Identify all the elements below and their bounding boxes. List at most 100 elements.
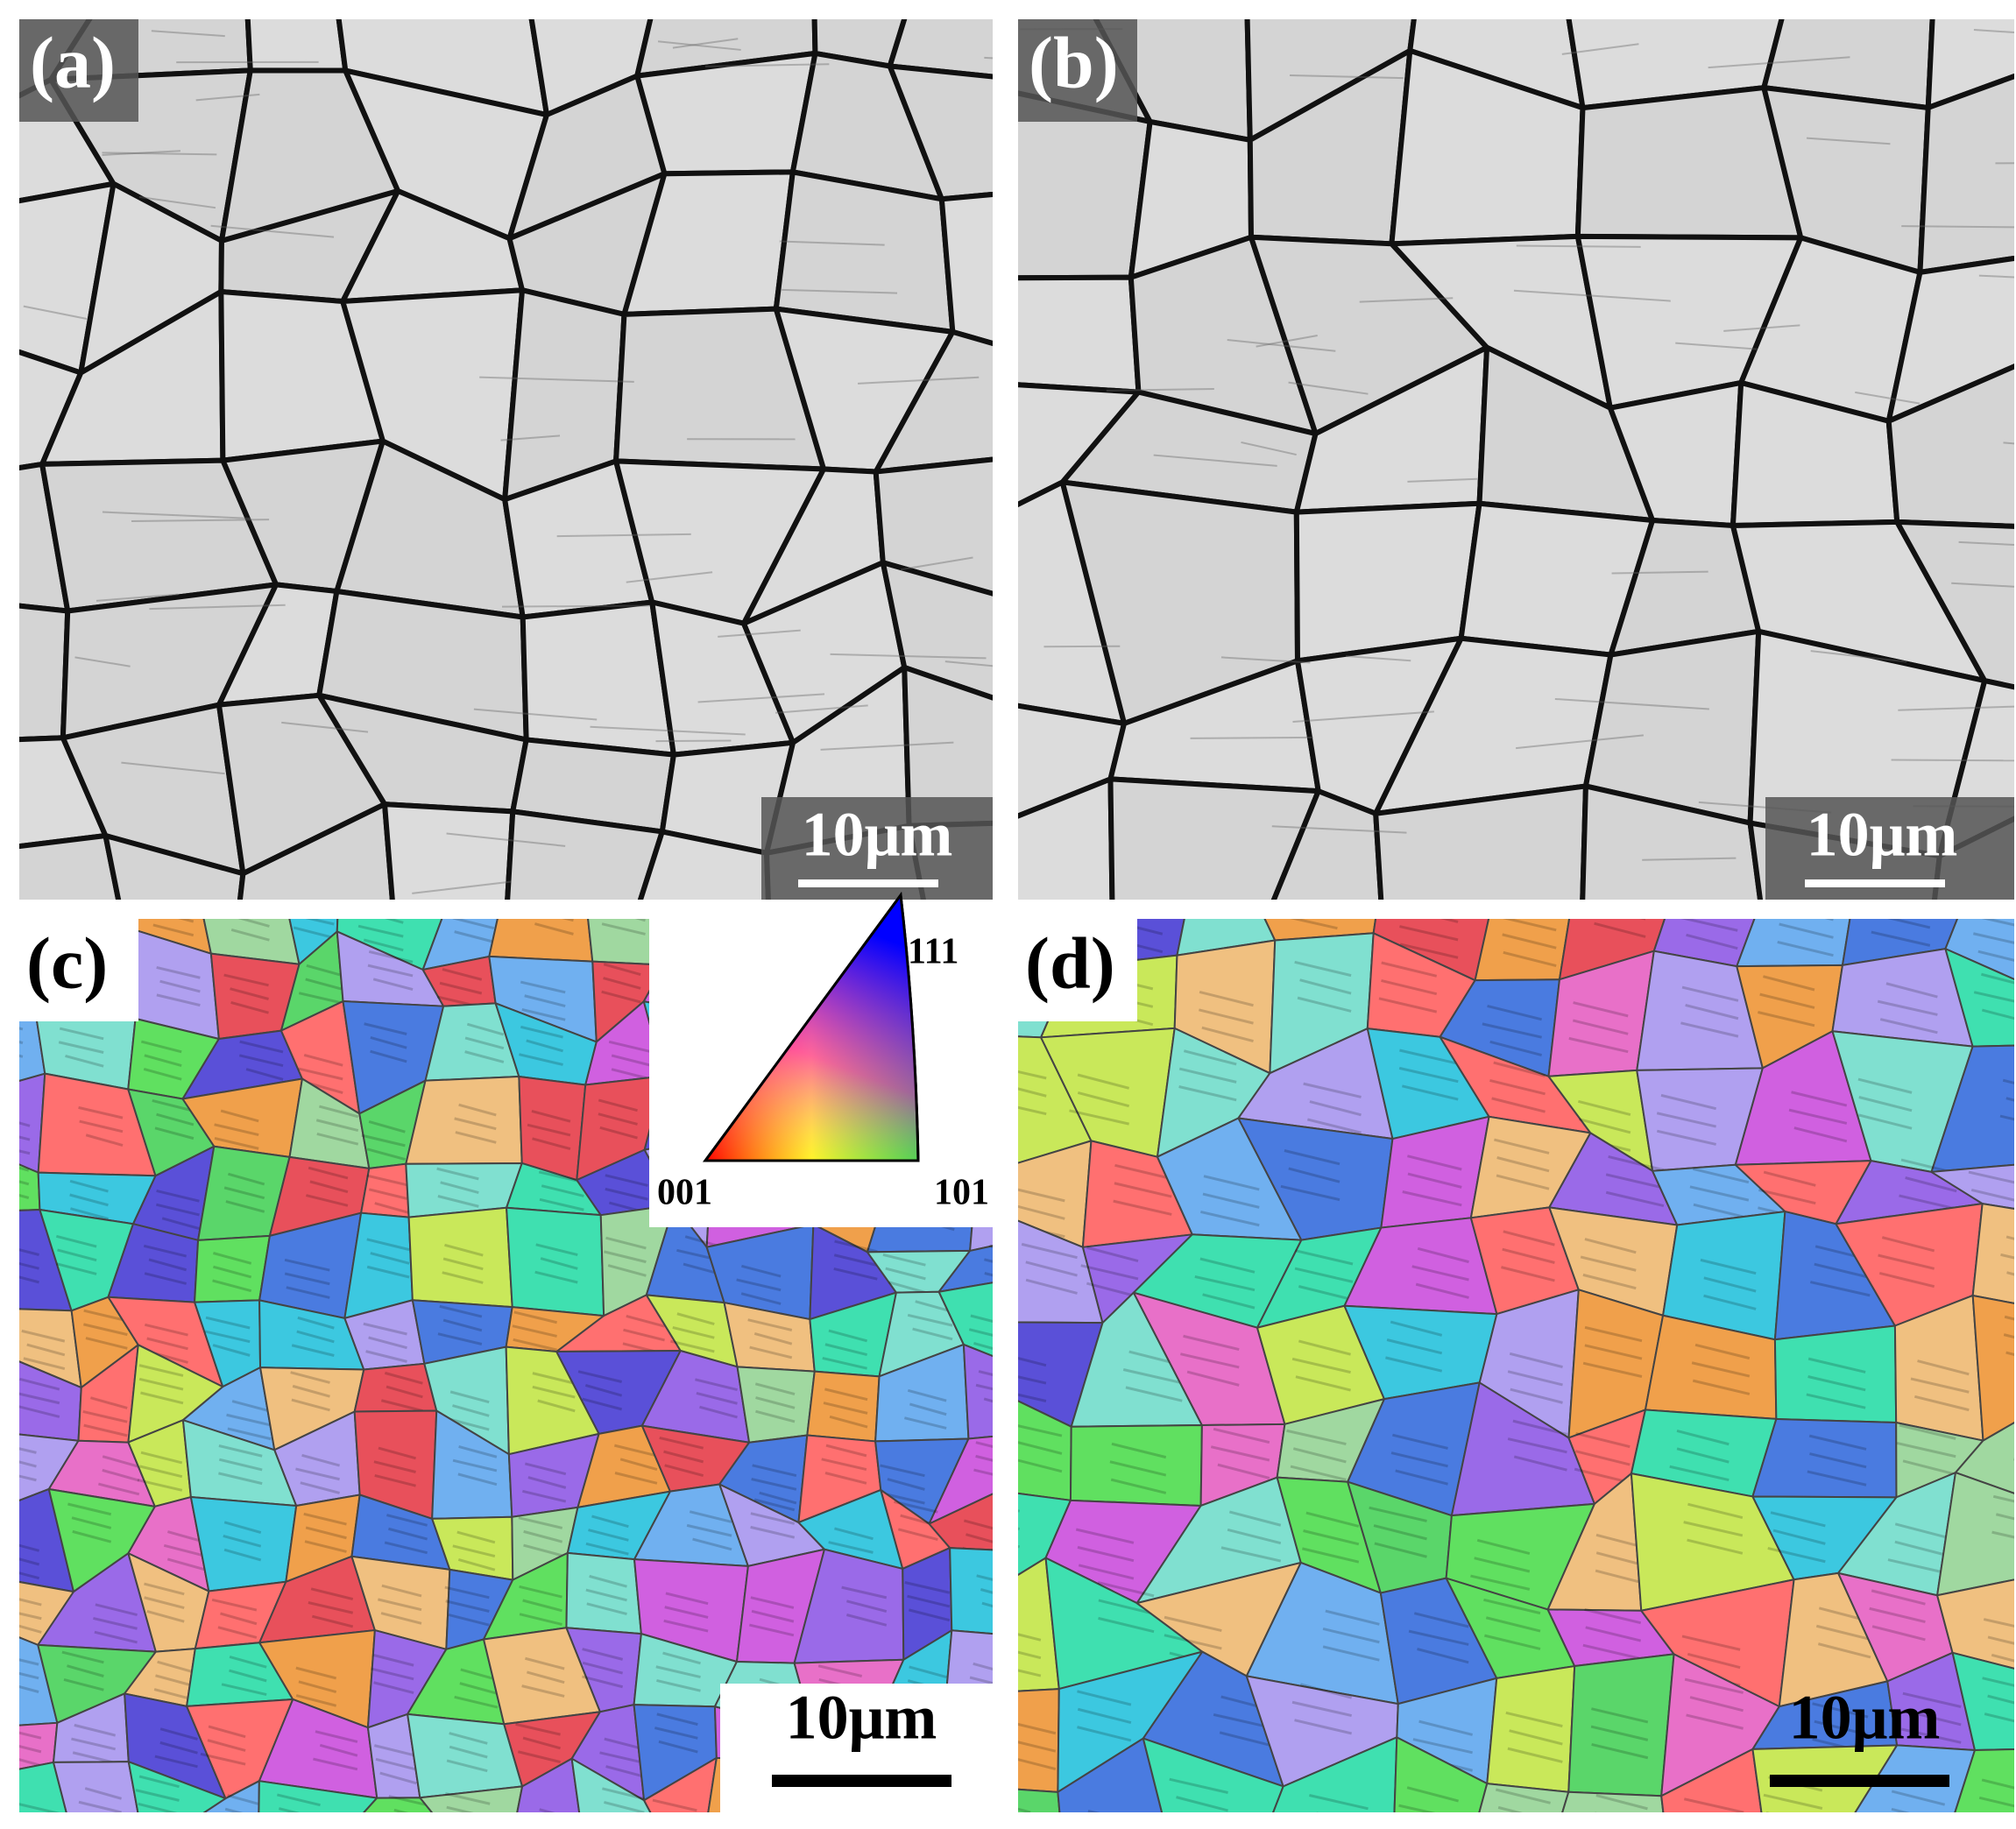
texture: [1763, 1170, 1816, 1187]
texture: [601, 922, 646, 936]
texture: [1413, 1612, 1469, 1628]
texture: [140, 1451, 183, 1465]
texture: [370, 1035, 407, 1049]
texture: [1110, 1478, 1167, 1494]
texture: [1642, 857, 1737, 861]
texture: [1584, 1238, 1637, 1254]
texture: [894, 1500, 938, 1514]
texture: [1917, 1359, 1970, 1376]
texture: [1905, 1176, 1957, 1193]
texture: [582, 1675, 624, 1689]
texture: [598, 1098, 638, 1112]
texture: [585, 1542, 629, 1556]
texture: [454, 1695, 499, 1709]
texture: [655, 1665, 701, 1678]
texture: [1295, 1249, 1354, 1266]
texture: [1580, 1255, 1637, 1272]
scale-bar-label: 10μm: [1807, 800, 1958, 870]
texture: [229, 1655, 267, 1669]
texture: [1219, 1731, 1273, 1748]
texture: [1398, 1066, 1459, 1084]
texture: [437, 1195, 479, 1208]
texture: [226, 1413, 272, 1427]
texture: [1680, 1021, 1739, 1038]
texture: [824, 1388, 868, 1402]
texture: [384, 1371, 423, 1385]
texture: [1491, 1825, 1551, 1829]
texture: [1322, 1627, 1380, 1644]
texture: [310, 1587, 354, 1601]
texture: [753, 1498, 796, 1512]
texture: [718, 629, 801, 638]
texture: [1510, 1388, 1563, 1404]
texture: [19, 1180, 30, 1186]
texture: [1483, 1598, 1541, 1615]
texture: [1164, 1634, 1222, 1650]
texture: [220, 1109, 259, 1123]
texture: [74, 656, 131, 667]
texture: [149, 604, 286, 611]
texture: [1288, 381, 1369, 395]
texture: [532, 1385, 576, 1399]
grain: [1894, 519, 2014, 690]
texture: [1691, 1361, 1751, 1378]
ipf-label: 101: [934, 1173, 989, 1213]
texture: [370, 1252, 410, 1265]
texture: [1220, 656, 1311, 664]
texture: [227, 1427, 272, 1441]
texture: [1303, 1529, 1360, 1546]
texture: [1398, 1804, 1436, 1812]
texture: [131, 519, 270, 523]
texture: [238, 1054, 284, 1068]
texture: [1906, 1710, 1962, 1727]
texture: [968, 1328, 993, 1337]
texture: [218, 1458, 263, 1472]
texture: [1505, 1711, 1563, 1728]
texture: [1288, 1167, 1340, 1183]
texture: [656, 1678, 701, 1692]
texture: [1489, 1079, 1546, 1096]
texture: [83, 1323, 128, 1337]
texture: [306, 1194, 349, 1207]
texture: [750, 1525, 796, 1539]
texture: [1958, 540, 2014, 546]
texture: [67, 1664, 104, 1677]
grain: [103, 833, 246, 900]
texture: [689, 1510, 732, 1523]
texture: [586, 1602, 627, 1615]
texture: [366, 1148, 406, 1162]
texture: [89, 1396, 128, 1409]
texture: [1703, 1294, 1757, 1310]
texture: [1582, 1273, 1637, 1290]
texture: [1470, 1574, 1531, 1591]
texture: [736, 1278, 782, 1292]
grain: [887, 63, 993, 202]
grain: [407, 1206, 513, 1309]
texture: [1573, 1001, 1629, 1018]
texture: [1418, 1720, 1474, 1736]
texture: [1386, 1338, 1443, 1355]
texture: [1199, 1008, 1254, 1025]
texture: [138, 1802, 178, 1812]
texture: [604, 1801, 645, 1812]
texture: [1359, 297, 1454, 303]
texture: [834, 1527, 874, 1541]
texture: [319, 1105, 359, 1119]
texture: [1176, 1815, 1228, 1828]
texture: [750, 1596, 795, 1609]
texture: [159, 1727, 198, 1741]
texture: [19, 1166, 30, 1172]
grain: [19, 833, 122, 900]
texture: [138, 1465, 183, 1479]
texture: [526, 1039, 563, 1053]
texture: [1502, 933, 1557, 950]
texture: [295, 1666, 337, 1680]
grain: [194, 1234, 271, 1303]
texture: [664, 1606, 709, 1619]
texture: [159, 979, 201, 993]
texture: [366, 1238, 410, 1252]
texture: [519, 1053, 563, 1066]
texture: [1292, 710, 1434, 724]
texture: [458, 1103, 497, 1117]
panel-label: (b): [1029, 22, 1119, 103]
